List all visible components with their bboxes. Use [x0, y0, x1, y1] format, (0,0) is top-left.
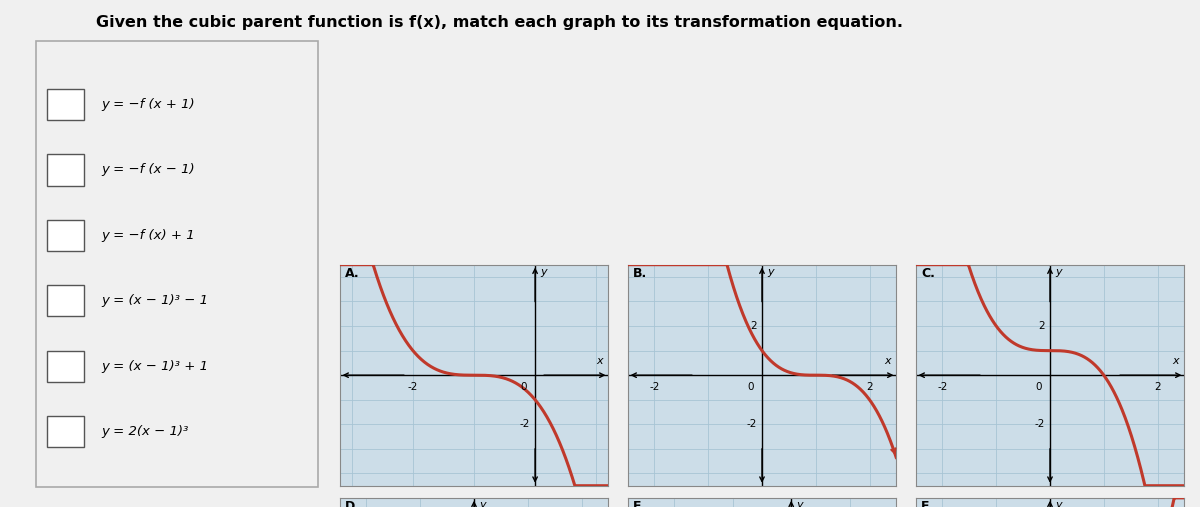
- Text: -2: -2: [1034, 419, 1045, 429]
- Text: C.: C.: [920, 267, 935, 280]
- Text: 2: 2: [1038, 321, 1045, 331]
- Bar: [47, 89, 84, 120]
- Text: 2: 2: [866, 382, 872, 392]
- Text: 0: 0: [521, 382, 527, 392]
- Text: x: x: [1172, 356, 1180, 367]
- Text: x: x: [884, 356, 892, 367]
- Text: y: y: [797, 500, 803, 507]
- Text: y = −f (x + 1): y = −f (x + 1): [101, 98, 194, 111]
- Text: y = (x − 1)³ − 1: y = (x − 1)³ − 1: [101, 295, 208, 307]
- Text: y: y: [767, 267, 774, 277]
- Text: 2: 2: [750, 321, 757, 331]
- Text: E.: E.: [632, 500, 647, 507]
- Text: B.: B.: [632, 267, 647, 280]
- Text: y = −f (x) + 1: y = −f (x) + 1: [101, 229, 194, 242]
- Text: 0: 0: [1036, 382, 1042, 392]
- Text: y: y: [540, 267, 547, 277]
- Text: y = −f (x − 1): y = −f (x − 1): [101, 163, 194, 176]
- Bar: [47, 416, 84, 447]
- Text: -2: -2: [649, 382, 660, 392]
- Text: y = (x − 1)³ + 1: y = (x − 1)³ + 1: [101, 360, 208, 373]
- Bar: [47, 285, 84, 316]
- Text: A.: A.: [344, 267, 360, 280]
- Text: Given the cubic parent function is f(x), match each graph to its transformation : Given the cubic parent function is f(x),…: [96, 15, 904, 30]
- Text: -2: -2: [746, 419, 757, 429]
- Text: -2: -2: [937, 382, 948, 392]
- Text: D.: D.: [344, 500, 360, 507]
- Bar: [47, 220, 84, 251]
- Text: -2: -2: [408, 382, 418, 392]
- Bar: [47, 351, 84, 382]
- Text: y: y: [1055, 267, 1062, 277]
- Text: 0: 0: [748, 382, 754, 392]
- Text: y = 2(x − 1)³: y = 2(x − 1)³: [101, 425, 188, 438]
- Text: y: y: [1055, 500, 1062, 507]
- Text: F.: F.: [920, 500, 932, 507]
- Text: x: x: [596, 356, 604, 367]
- Text: y: y: [479, 500, 486, 507]
- Bar: [47, 154, 84, 186]
- Text: 2: 2: [1154, 382, 1160, 392]
- Text: -2: -2: [520, 419, 529, 429]
